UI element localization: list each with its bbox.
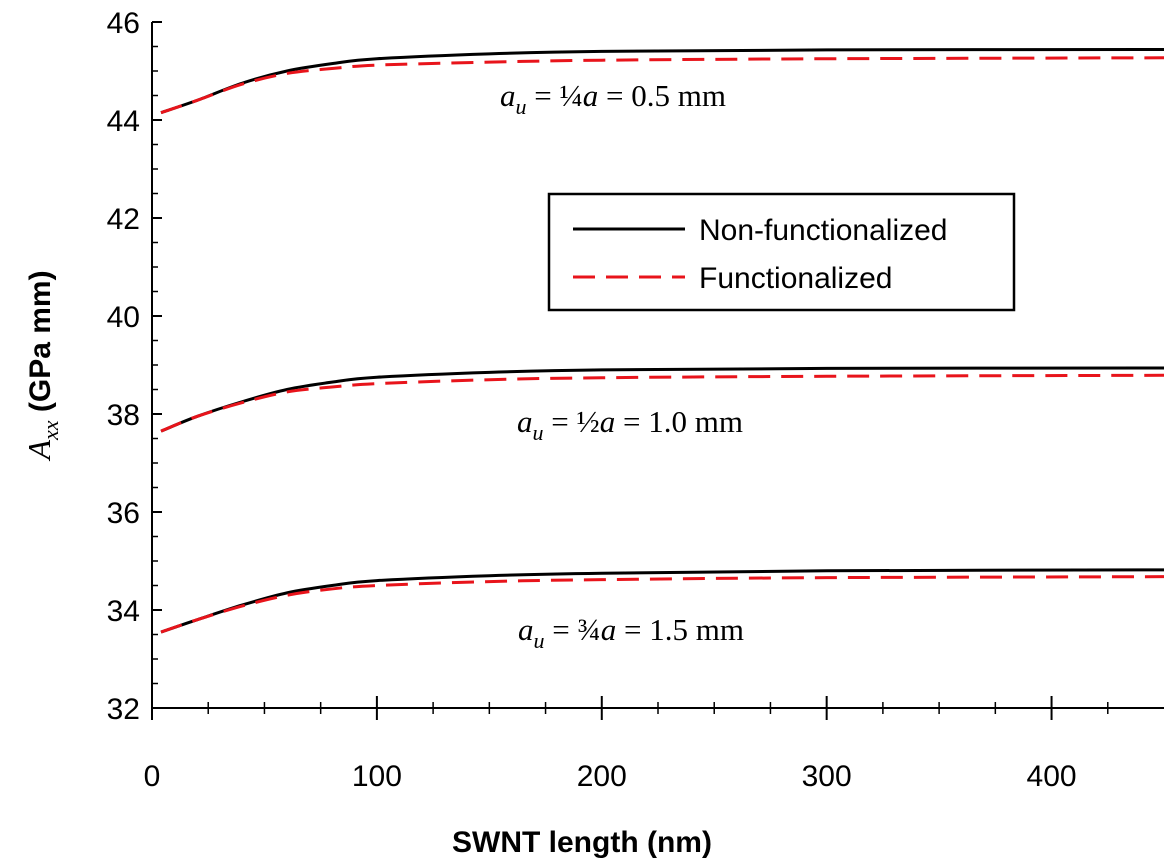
curve-annotation-2: au = ½a = 1.0 mm [517,404,743,445]
legend: Non-functionalized Functionalized [547,192,1016,312]
ticks [151,21,1109,720]
y-tick-label: 40 [107,301,140,334]
y-tick-label: 44 [107,105,140,138]
y-tick-label: 32 [107,693,140,726]
y-tick-label: 36 [107,497,140,530]
tick-labels: 32 34 36 38 40 42 44 46 0 100 200 300 400 [107,7,1077,793]
x-tick-label: 100 [352,760,402,793]
series-line-functionalized-group-3 [160,575,1164,634]
y-axis-title: Axx (GPa mm) [21,270,63,461]
y-tick-label: 34 [107,595,140,628]
y-axis-unit: (GPa mm) [24,270,57,420]
series-line-functionalized-group-1 [160,56,1164,115]
legend-box [547,192,1016,312]
x-axis-title: SWNT length (nm) [452,826,712,859]
series-layer [160,47,1164,634]
y-axis-subscript: xx [38,420,63,441]
series-line-functionalized-group-2 [160,373,1164,433]
y-axis-symbol: A [21,440,57,462]
y-tick-label: 46 [107,7,140,40]
x-tick-label: 300 [802,760,852,793]
x-tick-label: 200 [577,760,627,793]
annotations: au = ¼a = 0.5 mm au = ½a = 1.0 mm au = ¾a … [500,78,744,653]
x-tick-label: 0 [144,760,161,793]
x-tick-label: 400 [1027,760,1077,793]
legend-label-non-functionalized: Non-functionalized [699,214,947,247]
axes [151,22,1164,709]
curve-annotation-3: au = ¾a = 1.5 mm [518,612,744,653]
curve-annotation-1: au = ¼a = 0.5 mm [500,78,726,119]
y-tick-label: 38 [107,399,140,432]
legend-label-functionalized: Functionalized [699,262,892,295]
y-tick-label: 42 [107,203,140,236]
